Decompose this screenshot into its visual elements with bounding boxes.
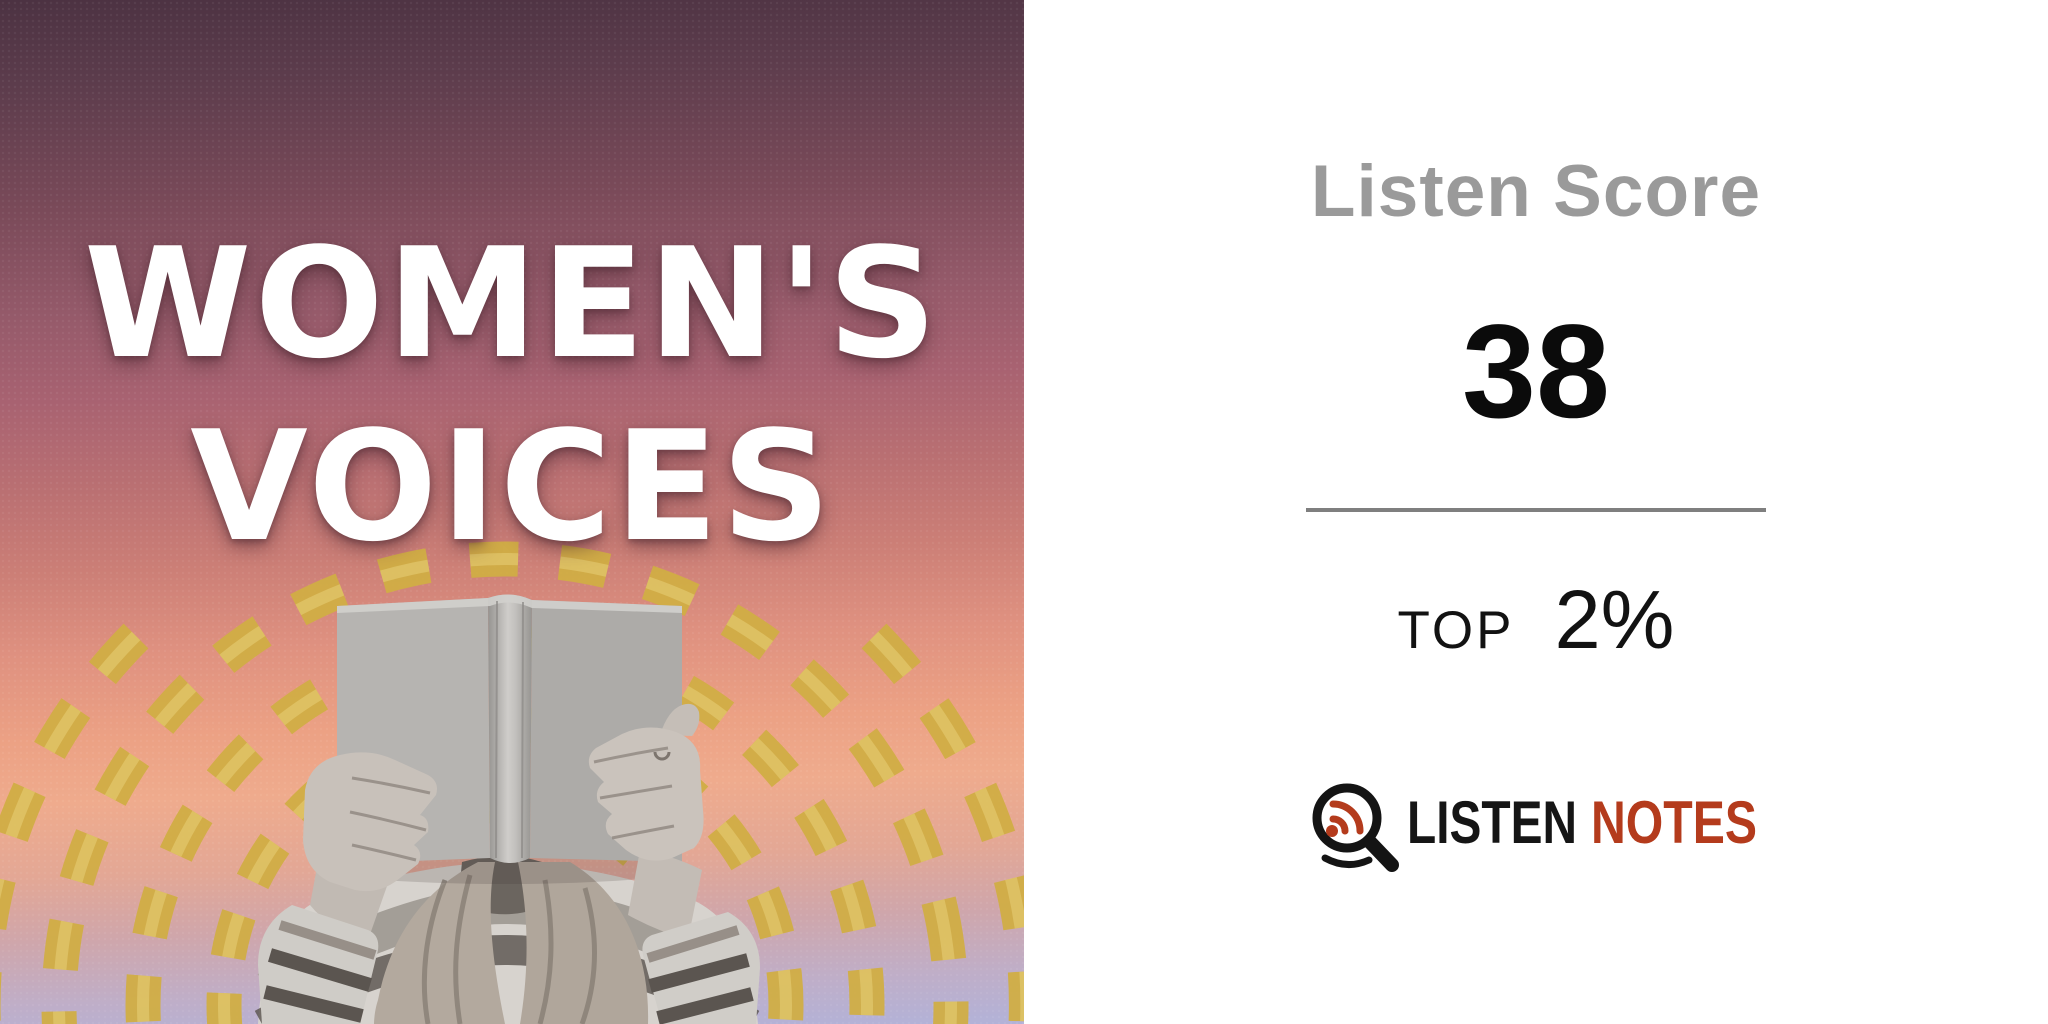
top-label: TOP (1397, 601, 1515, 660)
reader-photo-graphic (254, 594, 760, 1024)
right-hand-graphic (588, 703, 704, 861)
listen-score-label: Listen Score (1310, 151, 1762, 232)
top-percent-row: TOP 2% (1024, 572, 2048, 668)
listen-notes-logo: LISTEN NOTES (1024, 768, 2048, 888)
listen-notes-logo-graphic: LISTEN NOTES (1312, 783, 1757, 872)
logo-word-notes: NOTES (1591, 789, 1757, 856)
cover-title: WOMEN'S VOICES (0, 212, 1024, 578)
podcast-cover-art: WOMEN'S VOICES (0, 0, 1024, 1024)
logo-word-listen: LISTEN (1407, 789, 1577, 856)
right-cuff-graphic (642, 912, 760, 1024)
listen-score-value: 38 (1462, 298, 1610, 446)
left-cuff-graphic (258, 905, 379, 1024)
divider-line (1306, 508, 1766, 512)
left-hand-graphic (303, 752, 437, 892)
top-percent-value: 2% (1554, 573, 1675, 666)
magnifier-rss-icon (1312, 783, 1399, 872)
hair-graphic (374, 862, 649, 1024)
right-forearm-graphic (628, 850, 702, 940)
listen-score-panel: Listen Score 38 TOP 2% LISTEN (1024, 0, 2048, 1024)
cover-title-line1: WOMEN'S (83, 215, 941, 392)
cover-title-line2: VOICES (190, 398, 834, 575)
